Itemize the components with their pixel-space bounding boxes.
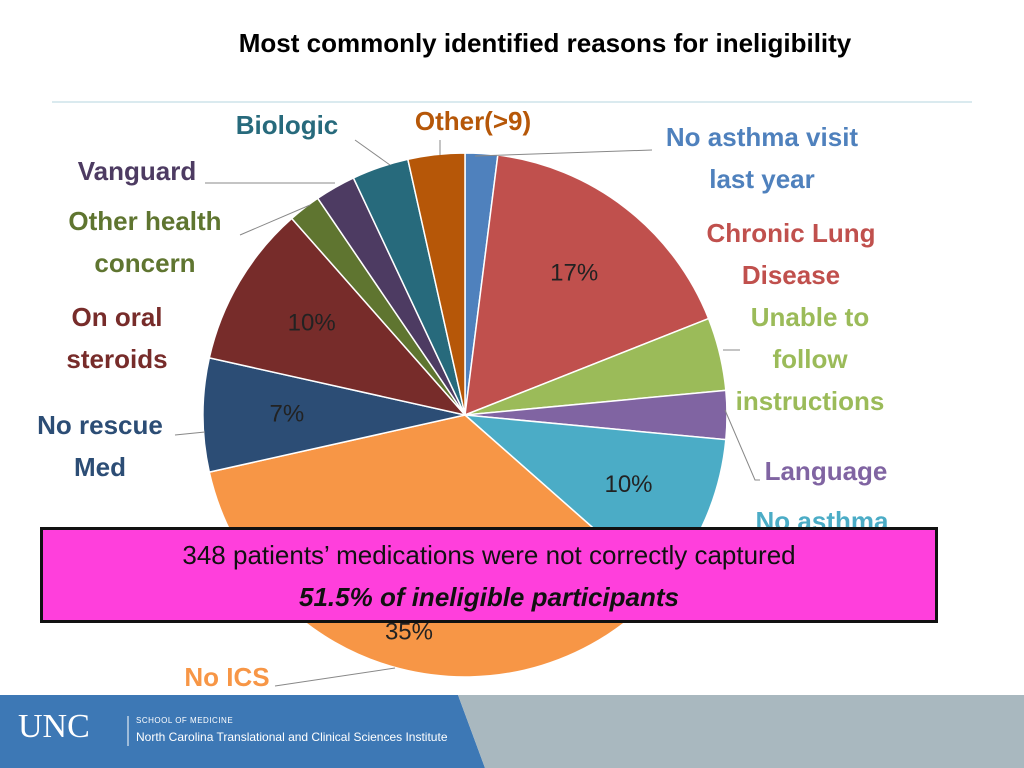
footer-school: SCHOOL OF MEDICINE [136,716,234,725]
slice-label: Vanguard [77,156,197,186]
data-label: 17% [550,260,598,287]
leader-line [474,149,653,157]
leader-line [724,409,760,481]
data-label: 35% [385,619,433,646]
leader-line [239,204,311,236]
data-label: 10% [604,471,652,498]
pie-slice [208,217,468,417]
leader-lines [174,139,760,687]
chart-title: Most commonly identified reasons for ine… [238,28,852,58]
callout-emphasis: 51.5% of ineligible participants [299,582,679,612]
pie-slice [406,152,466,416]
slice-label: Language [764,456,888,486]
slice-label: No asthma visit last year [665,122,859,194]
slice-label: Other health concern [68,206,222,278]
footer-logo: UNC [18,708,90,745]
slice-label: Biologic [235,110,339,140]
slice-label: No ICS [184,662,270,692]
slice-label: No rescue Med [37,410,163,482]
slice-label: On oral steroids [66,302,168,374]
leader-line [354,139,391,166]
data-label: 7% [269,400,304,427]
slice-label: Chronic Lung Disease [706,218,876,290]
leader-line [274,667,396,687]
leader-line [174,431,206,436]
data-label: 10% [288,310,336,337]
footer-institute: North Carolina Translational and Clinica… [136,730,448,744]
callout-box: 348 patients’ medications were not corre… [40,527,938,623]
slice-label: Other(>9) [414,106,532,136]
footer-band [0,695,485,768]
footer-band [458,695,1024,768]
slice-label: Unable to follow instructions [735,302,885,416]
pie-slice [202,356,466,474]
callout-text: 348 patients’ medications were not corre… [182,540,796,570]
pie-slice [464,154,710,417]
